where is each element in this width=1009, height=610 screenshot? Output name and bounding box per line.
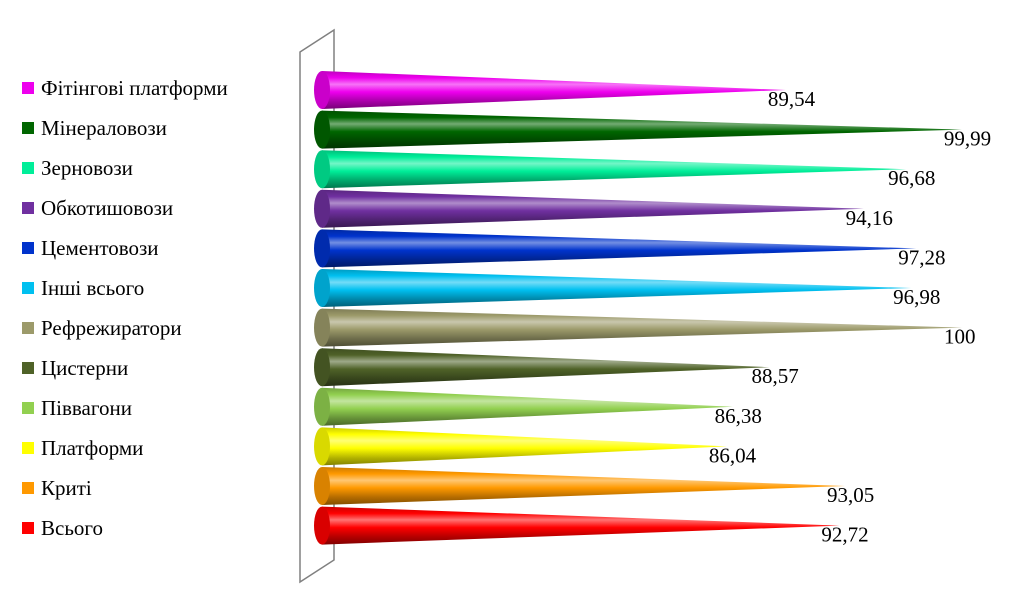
legend-item: Мінераловози xyxy=(22,108,292,148)
data-label: 89,54 xyxy=(768,87,816,111)
bar-cone-base xyxy=(314,506,330,545)
bar-cone-base xyxy=(314,467,330,505)
legend-swatch xyxy=(22,282,34,294)
bar-cone-base xyxy=(314,189,330,228)
data-label: 96,98 xyxy=(893,285,940,309)
bar-cone-base xyxy=(314,427,330,466)
legend-label: Платформи xyxy=(41,435,144,460)
legend-label: Інші всього xyxy=(41,275,145,300)
legend-swatch xyxy=(22,442,34,454)
bar-cone-base xyxy=(314,229,330,268)
bar-cone xyxy=(322,308,962,347)
legend-label: Всього xyxy=(41,515,103,540)
data-label: 97,28 xyxy=(898,245,945,269)
legend-swatch xyxy=(22,202,34,214)
legend-label: Піввагони xyxy=(41,395,132,420)
legend-item: Фітінгові платформи xyxy=(22,68,292,108)
legend-label: Криті xyxy=(41,475,92,500)
data-label: 94,16 xyxy=(846,206,893,230)
legend-label: Цементовози xyxy=(41,235,159,260)
bar-cone xyxy=(322,506,840,545)
data-label: 96,68 xyxy=(888,166,935,190)
axis-wall xyxy=(299,28,335,584)
legend-item: Криті xyxy=(22,468,292,508)
bar-cone xyxy=(322,189,864,228)
bar-cone xyxy=(322,110,962,149)
bar-cone xyxy=(322,348,770,387)
data-label: 93,05 xyxy=(827,483,874,507)
legend-item: Цементовози xyxy=(22,228,292,268)
legend-swatch xyxy=(22,402,34,414)
legend-swatch xyxy=(22,322,34,334)
legend-label: Обкотишовози xyxy=(41,195,174,220)
legend-swatch xyxy=(22,362,34,374)
bar-cone xyxy=(322,467,845,505)
data-label: 92,72 xyxy=(821,523,868,547)
legend-item: Цистерни xyxy=(22,348,292,388)
bar-cone xyxy=(322,387,733,426)
bar-cone-base xyxy=(314,71,330,109)
data-label: 86,04 xyxy=(709,443,757,467)
legend-label: Фітінгові платформи xyxy=(41,75,228,100)
bar-cone-base xyxy=(314,387,330,426)
bar-cone-base xyxy=(314,348,330,387)
bar-cone xyxy=(322,71,786,109)
legend-item: Платформи xyxy=(22,428,292,468)
legend-item: Обкотишовози xyxy=(22,188,292,228)
legend-item: Інші всього xyxy=(22,268,292,308)
legend-item: Піввагони xyxy=(22,388,292,428)
data-label: 99,99 xyxy=(944,127,991,151)
legend-swatch xyxy=(22,122,34,134)
legend-swatch xyxy=(22,522,34,534)
legend-swatch xyxy=(22,162,34,174)
legend-label: Цистерни xyxy=(41,355,129,380)
legend-item: Всього xyxy=(22,508,292,548)
bar-cone xyxy=(322,229,917,268)
legend: Фітінгові платформи Мінераловози Зерновози… xyxy=(22,68,292,548)
legend-swatch xyxy=(22,482,34,494)
legend-swatch xyxy=(22,242,34,254)
bar-cone xyxy=(322,269,912,307)
legend-item: Зерновози xyxy=(22,148,292,188)
legend-label: Зерновози xyxy=(41,155,133,180)
bar-cone-base xyxy=(314,110,330,149)
legend-swatch xyxy=(22,82,34,94)
legend-label: Мінераловози xyxy=(41,115,167,140)
bar-cone-base xyxy=(314,308,330,347)
legend-item: Рефрежиратори xyxy=(22,308,292,348)
legend-label: Рефрежиратори xyxy=(41,315,182,340)
bar-cone xyxy=(322,427,727,466)
bar-cone-base xyxy=(314,269,330,307)
data-label: 86,38 xyxy=(715,404,762,428)
bar-cone-base xyxy=(314,150,330,189)
data-label: 100 xyxy=(944,325,976,349)
data-label: 88,57 xyxy=(751,364,798,388)
bar-cone xyxy=(322,150,907,189)
